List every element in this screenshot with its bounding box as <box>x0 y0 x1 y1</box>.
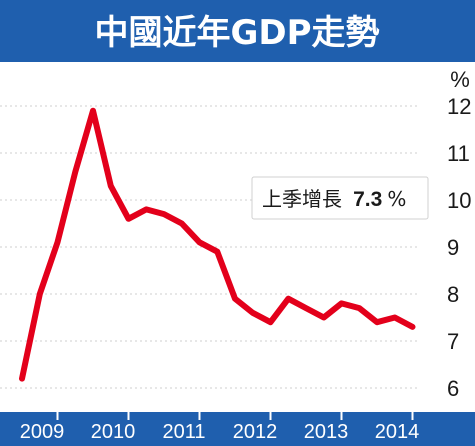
grid-layer <box>0 105 420 389</box>
callout-box <box>251 176 429 220</box>
chart-title: 中國近年GDP走勢 <box>94 13 379 53</box>
y-tick-labels: 6 7 8 9 10 11 12 <box>447 94 471 401</box>
x-tick-label-2009: 2009 <box>20 421 65 443</box>
x-tick-label-2012: 2012 <box>233 421 278 443</box>
y-tick-label-9: 9 <box>447 235 459 260</box>
callout-suffix: % <box>387 187 406 211</box>
y-tick-label-7: 7 <box>447 329 459 354</box>
x-tick-label-2013: 2013 <box>304 421 349 443</box>
y-tick-label-12: 12 <box>447 94 471 119</box>
y-unit-label: % <box>450 67 470 92</box>
callout-label: 上季增長 <box>262 187 342 211</box>
title-band <box>0 0 475 62</box>
y-tick-label-8: 8 <box>447 282 459 307</box>
latest-growth-callout: 上季增長 7.3 % <box>251 176 429 220</box>
x-axis-band <box>0 412 475 446</box>
x-tick-label-2010: 2010 <box>91 421 136 443</box>
x-tick-label-2011: 2011 <box>162 421 205 443</box>
x-tick-label-2014: 2014 <box>375 421 420 443</box>
callout-text: 上季增長 7.3 % <box>262 187 406 211</box>
x-tick-labels: 2009 2010 2011 2012 2013 2014 <box>20 412 420 443</box>
series-line-0 <box>19 107 416 382</box>
y-tick-label-10: 10 <box>447 188 471 213</box>
y-tick-label-6: 6 <box>447 376 459 401</box>
series-layer <box>19 107 416 382</box>
y-tick-label-11: 11 <box>447 141 470 166</box>
callout-value: 7.3 <box>353 188 382 211</box>
